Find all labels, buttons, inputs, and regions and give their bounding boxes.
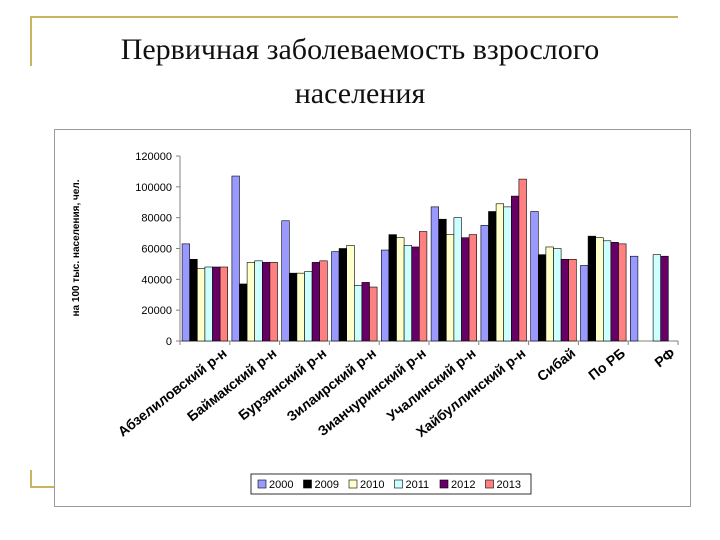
bar-2011-0 — [204, 266, 213, 342]
bar-2013-0 — [219, 266, 229, 342]
x-tick-label: Баймакский р-н — [184, 345, 280, 425]
bar-2009-6 — [488, 211, 497, 342]
bar-2000-0 — [181, 243, 191, 342]
bar-2009-1 — [239, 283, 248, 342]
bar-2013-2 — [319, 260, 328, 342]
bar-2000-3 — [331, 251, 340, 342]
bar-2012-4 — [411, 246, 420, 342]
bar-2013-6 — [518, 178, 527, 342]
title-rule-top — [30, 16, 678, 18]
bar-2013-7 — [568, 258, 577, 342]
bar-2000-8 — [580, 265, 589, 342]
bar-2013-1 — [269, 262, 278, 342]
legend-label-2013: 2013 — [497, 479, 521, 491]
y-tick-label: 0 — [166, 336, 172, 348]
bar-2009-0 — [189, 258, 198, 342]
bar-2012-7 — [560, 258, 569, 342]
x-tick-label: РФ — [651, 345, 678, 371]
bar-2000-9 — [629, 255, 639, 342]
bar-2011-7 — [553, 248, 562, 342]
bar-2000-4 — [380, 249, 390, 342]
bar-2009-8 — [587, 235, 596, 342]
y-tick-label: 20000 — [141, 305, 172, 317]
bar-2011-6 — [503, 206, 512, 342]
legend-label-2012: 2012 — [451, 479, 475, 491]
bar-2010-3 — [346, 245, 355, 342]
bar-2011-8 — [602, 240, 612, 342]
bar-2012-3 — [361, 282, 370, 342]
bar-2010-8 — [595, 237, 604, 342]
slide-title-line2: населения — [294, 77, 426, 110]
legend-swatch-2000 — [257, 479, 267, 489]
bar-2000-1 — [231, 175, 240, 342]
legend-swatch-2012 — [439, 479, 449, 489]
x-tick-label: По РБ — [585, 345, 628, 383]
bar-2011-3 — [353, 285, 363, 342]
bar-2010-5 — [445, 234, 455, 342]
legend-box — [250, 473, 532, 495]
bar-2012-8 — [610, 242, 619, 342]
legend-label-2011: 2011 — [406, 479, 430, 491]
bar-2010-0 — [197, 268, 206, 342]
bar-2012-0 — [212, 266, 221, 342]
bar-2010-7 — [545, 246, 554, 342]
y-tick-label: 80000 — [141, 213, 172, 225]
bar-2011-1 — [254, 260, 263, 342]
bar-2009-5 — [438, 218, 447, 342]
bar-2009-2 — [288, 272, 298, 342]
legend-label-2000: 2000 — [269, 479, 293, 491]
bar-2011-4 — [403, 245, 413, 342]
y-axis-label: на 100 тыс. населения, чел. — [71, 179, 82, 316]
bar-2012-1 — [261, 262, 271, 342]
bar-2011-5 — [453, 217, 462, 342]
y-tick-label: 60000 — [141, 244, 172, 256]
bar-2013-5 — [468, 234, 478, 342]
bar-2009-3 — [338, 248, 348, 342]
y-tick-label: 120000 — [135, 151, 172, 163]
y-tick-label: 40000 — [141, 274, 172, 286]
legend-label-2010: 2010 — [360, 479, 384, 491]
slide-title: Первичная заболеваемость взрослого насел… — [40, 28, 680, 116]
bar-2000-7 — [530, 211, 539, 342]
bar-2000-2 — [281, 220, 290, 342]
bar-2010-6 — [495, 203, 505, 342]
footer-rule-bottom — [30, 486, 60, 488]
legend-swatch-2010 — [348, 479, 358, 489]
title-rule-left — [30, 16, 32, 66]
footer-rule-left — [30, 470, 32, 486]
bar-2012-2 — [311, 262, 321, 342]
bar-2009-4 — [388, 234, 397, 342]
bar-2013-8 — [618, 243, 627, 342]
bar-2011-2 — [304, 271, 313, 342]
bar-2012-6 — [510, 195, 520, 342]
bar-2010-2 — [296, 272, 305, 342]
legend-swatch-2009 — [303, 479, 312, 489]
y-tick-label: 100000 — [135, 182, 172, 194]
bar-2012-9 — [660, 255, 669, 342]
x-tick-label: Сибай — [534, 345, 578, 385]
slide-title-line1: Первичная заболеваемость взрослого — [120, 33, 600, 66]
bar-2010-4 — [396, 237, 405, 342]
legend-swatch-2013 — [485, 479, 494, 489]
bar-2000-6 — [480, 225, 489, 342]
bar-2013-4 — [418, 231, 428, 342]
bar-2011-9 — [652, 254, 661, 342]
bar-2010-1 — [246, 262, 256, 342]
bar-2009-7 — [537, 254, 547, 342]
bar-2000-5 — [430, 206, 440, 342]
bar-2013-3 — [369, 286, 378, 342]
legend-label-2009: 2009 — [315, 479, 339, 491]
legend-swatch-2011 — [394, 479, 403, 489]
x-tick-label: Бурзянский р-н — [235, 345, 329, 423]
bar-2012-5 — [461, 237, 470, 342]
